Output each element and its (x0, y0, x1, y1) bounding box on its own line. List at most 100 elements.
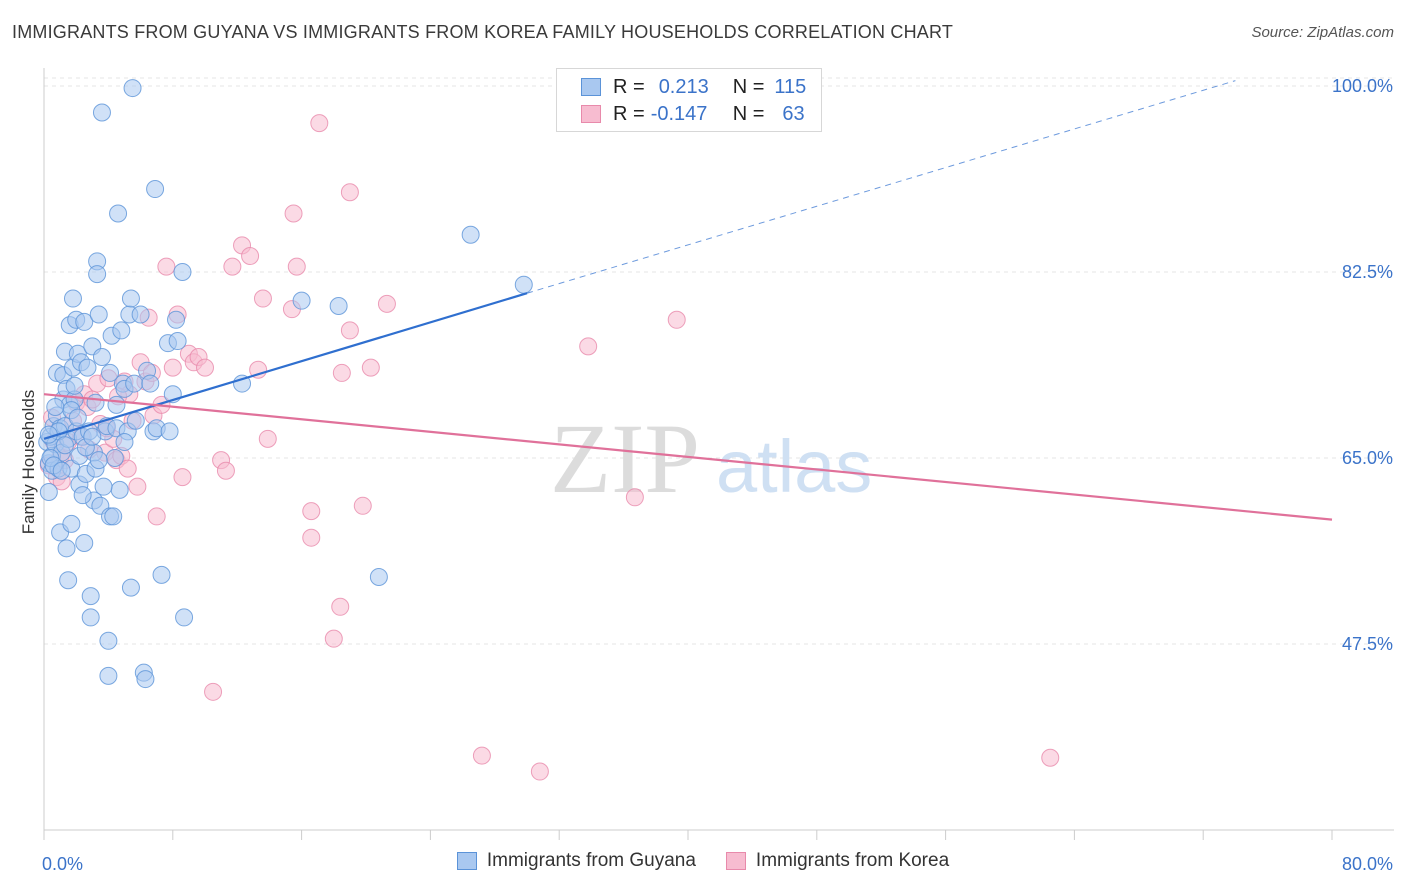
guyana-point (292, 291, 311, 310)
korea-point (361, 358, 380, 377)
korea-point (223, 257, 242, 276)
guyana-point (86, 393, 105, 412)
guyana-point (123, 79, 142, 98)
guyana-point (46, 397, 65, 416)
korea-point (118, 459, 137, 478)
guyana-point (146, 180, 165, 199)
guyana-point (112, 321, 131, 340)
series-swatch-korea (725, 852, 746, 870)
legend-r-value: -0.147 (650, 102, 708, 125)
korea-point (302, 528, 321, 547)
korea-point (128, 477, 147, 496)
legend-swatch-korea (581, 105, 601, 123)
korea-point (310, 114, 329, 133)
guyana-point (105, 448, 124, 467)
guyana-point (167, 310, 186, 329)
legend-n-label: N = (732, 75, 765, 98)
legend-row-guyana: R = 0.213 N = 115 (581, 75, 806, 99)
guyana-point (514, 275, 533, 294)
korea-point (340, 183, 359, 202)
guyana-point (63, 289, 82, 308)
guyana-point (173, 262, 192, 281)
korea-point (340, 321, 359, 340)
korea-point (530, 762, 549, 781)
guyana-point (81, 587, 100, 606)
guyana-point (152, 565, 171, 584)
series-legend: Immigrants from Guyana Immigrants from K… (0, 850, 1406, 872)
guyana-point (160, 422, 179, 441)
guyana-point (78, 358, 97, 377)
guyana-point (57, 539, 76, 558)
korea-point (1041, 748, 1060, 767)
series-swatch-guyana (456, 852, 477, 870)
guyana-point (121, 289, 140, 308)
korea-point (147, 507, 166, 526)
guyana-point (92, 103, 111, 122)
chart-title: IMMIGRANTS FROM GUYANA VS IMMIGRANTS FRO… (12, 22, 954, 42)
legend-n-value: 63 (782, 102, 805, 125)
guyana-point (94, 477, 113, 496)
korea-point (216, 461, 235, 480)
series-legend-guyana: Immigrants from Guyana (456, 850, 696, 872)
guyana-point (62, 514, 81, 533)
korea-point (302, 502, 321, 521)
series-name-korea: Immigrants from Korea (755, 850, 950, 871)
korea-trend-line (43, 393, 1333, 521)
guyana-point (83, 427, 102, 446)
guyana-point (126, 411, 145, 430)
legend-r-label: R = (613, 75, 645, 98)
legend-swatch-guyana (581, 78, 601, 96)
x-tick-label: 0.0% (42, 854, 83, 874)
guyana-point (168, 332, 187, 351)
chart-source: Source: ZipAtlas.com (1251, 24, 1394, 41)
y-tick-label: 82.5% (1342, 262, 1393, 282)
y-tick-label: 100.0% (1332, 76, 1393, 96)
korea-point (332, 363, 351, 382)
x-tick-label: 80.0% (1342, 854, 1393, 874)
guyana-point (99, 666, 118, 685)
korea-point (324, 629, 343, 648)
guyana-point (89, 305, 108, 324)
korea-point (284, 204, 303, 223)
korea-point (253, 289, 272, 308)
korea-point (173, 468, 192, 487)
korea-point (196, 358, 214, 377)
guyana-trend-extension (526, 80, 1236, 294)
guyana-point (99, 631, 118, 650)
guyana-point (88, 265, 107, 284)
legend-r-label: R = (613, 102, 645, 125)
guyana-point (107, 395, 126, 414)
guyana-point (59, 571, 78, 590)
korea-point (258, 429, 277, 448)
guyana-point (104, 507, 123, 526)
guyana-point (115, 433, 134, 452)
korea-point (163, 358, 182, 377)
legend-r-value: 0.213 (658, 75, 709, 98)
guyana-point (89, 451, 108, 470)
guyana-point (75, 312, 94, 331)
guyana-point (131, 305, 150, 324)
guyana-point (55, 436, 74, 455)
guyana-trend-line (43, 292, 528, 440)
guyana-point (141, 374, 160, 393)
guyana-point (81, 608, 100, 627)
korea-point (472, 746, 491, 765)
korea-point (331, 597, 350, 616)
korea-point (204, 682, 223, 701)
guyana-point (175, 608, 194, 627)
guyana-point (136, 670, 155, 689)
y-tick-label: 65.0% (1342, 448, 1393, 468)
guyana-point (92, 347, 111, 366)
korea-point (625, 488, 644, 507)
korea-point (241, 247, 260, 266)
series-legend-korea: Immigrants from Korea (725, 850, 950, 872)
guyana-point (39, 482, 58, 501)
guyana-point (121, 578, 140, 597)
guyana-point (369, 568, 388, 587)
watermark-zip: ZIP (550, 403, 700, 514)
guyana-point (75, 534, 94, 553)
guyana-point (68, 408, 87, 427)
guyana-point (461, 225, 480, 244)
korea-point (157, 257, 176, 276)
